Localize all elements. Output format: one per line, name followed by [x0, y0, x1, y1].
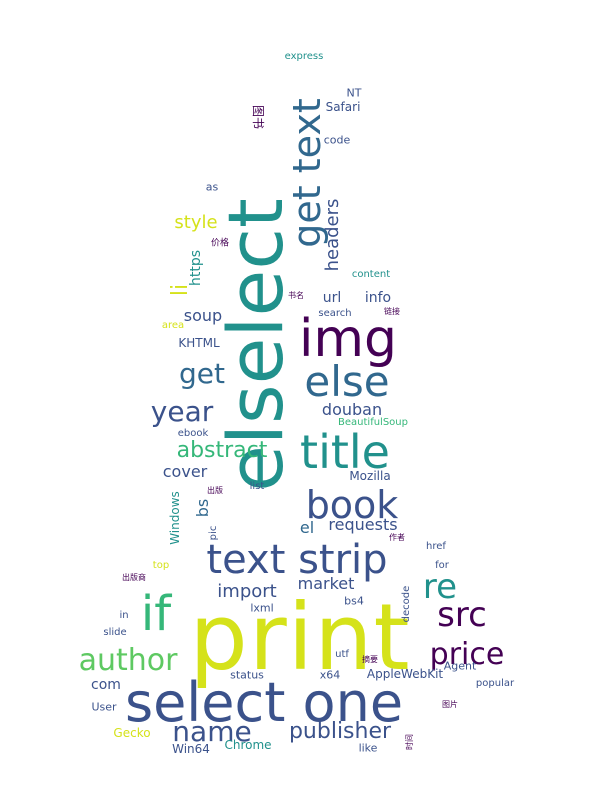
word-print: print [189, 584, 411, 691]
word-book: book [305, 483, 399, 527]
word-popular: popular [475, 678, 515, 689]
word-Agent: Agent [443, 659, 477, 673]
word-decode: decode [401, 585, 412, 623]
word-text-strip: text strip [206, 537, 388, 583]
word-like: like [358, 741, 378, 755]
word-name: name [172, 715, 252, 748]
word-bs4: bs4 [344, 594, 364, 608]
word-slide: slide [103, 627, 127, 638]
word-bs: bs [193, 498, 212, 518]
word-chuban: 出版 [207, 486, 223, 495]
word-as: as [205, 180, 219, 194]
word-author: author [78, 643, 178, 678]
word-info: info [364, 290, 392, 306]
word-KHTML: KHTML [178, 336, 220, 350]
word-src: src [437, 595, 487, 635]
word-Windows: Windows [168, 491, 182, 545]
word-el: el [299, 518, 315, 537]
word-search: search [318, 308, 352, 319]
word-zuozhe: 作者 [389, 533, 405, 542]
word-if: if [140, 586, 172, 642]
word-in: in [119, 610, 129, 621]
word-href: href [426, 541, 446, 552]
word-style: style [174, 212, 218, 233]
word-list: list [249, 481, 265, 492]
word-express: express [284, 51, 324, 62]
word-https: https [188, 249, 204, 287]
word-get: get [179, 357, 225, 390]
word-utf: utf [335, 649, 349, 660]
word-shijian: 时间 [405, 734, 414, 750]
word-status: status [230, 668, 264, 682]
word-x64: x64 [319, 668, 341, 682]
word-area: area [161, 320, 185, 331]
word-User: User [91, 700, 117, 714]
word-requests: requests [328, 515, 398, 534]
word-abstract: abstract [176, 438, 268, 463]
word-chubanshe: 出版商 [122, 573, 146, 582]
word-url: url [322, 290, 342, 306]
word-tupian: 图片 [442, 700, 458, 709]
word-top: top [152, 560, 170, 571]
word-publisher: publisher [288, 719, 392, 744]
word-headers: headers [322, 198, 343, 272]
word-else: else [304, 357, 390, 406]
word-li: li [168, 283, 193, 297]
word-title: title [300, 425, 390, 479]
word-select-one: select one [124, 671, 404, 734]
word-import: import [217, 581, 277, 602]
word-shuming: 书名 [288, 291, 304, 300]
word-AppleWebKit: AppleWebKit [366, 667, 444, 681]
word-code: code [323, 133, 351, 147]
word-lianjie: 链接 [384, 307, 400, 316]
word-lxml: lxml [250, 601, 274, 615]
word-Mozilla: Mozilla [349, 469, 391, 483]
word-cover: cover [162, 462, 208, 481]
word-Gecko: Gecko [113, 726, 151, 740]
word-img: img [298, 309, 398, 369]
word-BeautifulSoup: BeautifulSoup [338, 417, 408, 428]
word-content: content [351, 269, 391, 280]
word-jiage: 价格 [210, 238, 230, 249]
word-douban: douban [321, 400, 383, 419]
word-soup: soup [183, 306, 223, 325]
word-com: com [91, 677, 121, 693]
word-market: market [297, 574, 355, 593]
word-NT: NT [346, 86, 362, 100]
word-pic: pic [208, 525, 219, 541]
word-Win64: Win64 [172, 742, 210, 756]
word-zhaiyao: 摘要 [362, 655, 378, 664]
word-for: for [435, 560, 449, 571]
word-get-text: get text [285, 98, 329, 248]
word-ebook: ebook [177, 428, 209, 439]
word-Chrome: Chrome [224, 738, 272, 752]
word-re: re [422, 567, 458, 607]
word-Safari: Safari [325, 100, 361, 114]
word-price: price [429, 637, 505, 672]
word-year: year [150, 395, 214, 428]
word-tushu: 图书 [251, 104, 265, 130]
